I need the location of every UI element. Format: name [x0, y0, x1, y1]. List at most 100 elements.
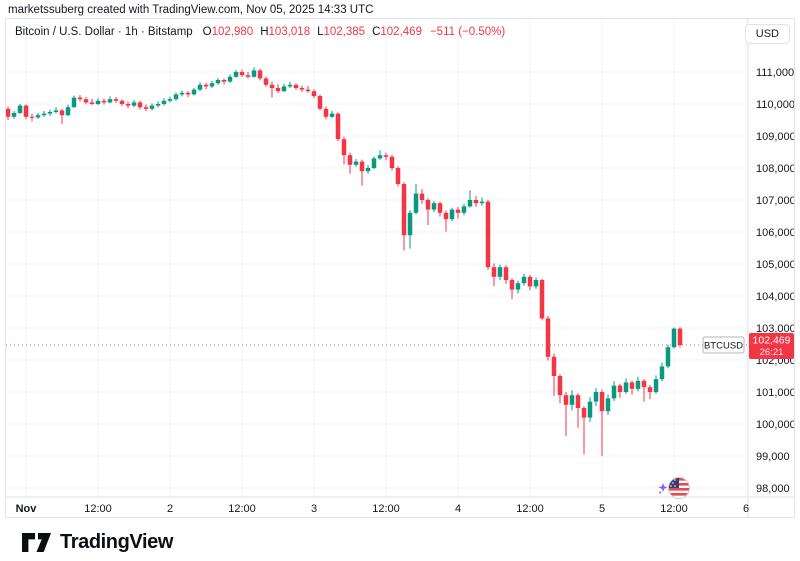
- tradingview-logo[interactable]: TradingView: [22, 531, 173, 554]
- candle: [359, 161, 365, 172]
- candle: [395, 168, 401, 184]
- tradingview-logo-text: TradingView: [60, 531, 174, 553]
- price-tick-label: 98,000: [756, 483, 790, 495]
- candle: [131, 102, 137, 106]
- candle: [71, 97, 77, 108]
- candle: [209, 83, 215, 87]
- candle: [41, 113, 47, 116]
- candle: [341, 139, 347, 156]
- candle: [107, 99, 113, 103]
- candle: [83, 99, 89, 103]
- candle: [515, 283, 521, 290]
- candle: [137, 102, 143, 108]
- symbol-legend[interactable]: Bitcoin / U.S. Dollar · 1h · Bitstamp O10…: [15, 26, 505, 38]
- high-label: H: [260, 26, 269, 38]
- candle: [167, 99, 173, 101]
- time-tick-label: 12:00: [516, 503, 544, 515]
- candle: [179, 92, 185, 95]
- candle: [653, 379, 659, 392]
- price-tick-label: 99,000: [756, 451, 790, 463]
- candle: [347, 155, 353, 165]
- price-axis-label[interactable]: 102,469 26:21: [749, 333, 794, 359]
- price-tick-label: 109,000: [756, 131, 794, 143]
- candle: [323, 108, 329, 117]
- candle: [23, 105, 29, 117]
- candle: [47, 112, 53, 114]
- time-tick-label: 2: [167, 503, 173, 515]
- candle: [287, 84, 293, 87]
- candle: [239, 72, 245, 76]
- symbol-title[interactable]: Bitcoin / U.S. Dollar · 1h · Bitstamp: [15, 26, 193, 38]
- low-value: 102,385: [323, 26, 366, 38]
- candle: [215, 80, 221, 84]
- price-tick-label: 108,000: [756, 163, 794, 175]
- last-price-text: 102,469: [753, 335, 791, 347]
- candle: [281, 86, 287, 92]
- candle: [443, 212, 449, 220]
- attribution-text: marketssuberg created with TradingView.c…: [8, 4, 374, 16]
- candle: [35, 115, 41, 118]
- candle: [17, 105, 23, 113]
- candle: [119, 100, 125, 104]
- candle: [293, 84, 299, 88]
- price-chart[interactable]: 111,000 110,000 109,000 108,000 107,000 106,0…: [6, 19, 794, 517]
- time-tick-label: 6: [743, 503, 749, 515]
- candle: [557, 376, 563, 396]
- candle: [467, 200, 473, 207]
- candle: [311, 91, 317, 96]
- time-tick-label: 12:00: [372, 503, 400, 515]
- candle: [77, 97, 83, 100]
- price-tick-label: 110,000: [756, 99, 794, 111]
- tradingview-logo-mark: [22, 533, 51, 552]
- candle: [449, 209, 455, 220]
- candle: [383, 155, 389, 157]
- candle: [365, 168, 371, 172]
- candle: [545, 318, 551, 357]
- candle: [503, 267, 509, 280]
- candle: [605, 398, 611, 412]
- candle: [479, 201, 485, 204]
- price-scale[interactable]: 111,000 110,000 109,000 108,000 107,000 106,0…: [756, 67, 794, 495]
- symbol-price-tag[interactable]: BTCUSD: [702, 336, 745, 354]
- time-scale[interactable]: Nov 12:00 2 12:00 3 12:00 4 12:00 5 12:00 6: [16, 503, 749, 515]
- candle: [563, 395, 569, 405]
- candle: [245, 75, 251, 77]
- candle: [125, 104, 131, 106]
- time-tick-label: 4: [455, 503, 461, 515]
- candle: [497, 267, 503, 277]
- candle: [221, 80, 227, 82]
- candle: [317, 96, 323, 109]
- candle: [593, 392, 599, 402]
- candle: [101, 100, 107, 103]
- currency-button[interactable]: USD: [744, 24, 790, 44]
- candle: [425, 200, 431, 210]
- candle: [611, 385, 617, 399]
- candle: [95, 100, 101, 104]
- candle: [65, 107, 71, 116]
- candle: [149, 105, 155, 109]
- candle: [377, 155, 383, 159]
- price-tick-label: 104,000: [756, 291, 794, 303]
- vertical-gridlines: [25, 19, 747, 497]
- candle: [659, 366, 665, 380]
- candle: [569, 395, 575, 405]
- candle: [413, 193, 419, 213]
- horizontal-gridlines: [6, 71, 748, 489]
- low-label: L: [317, 26, 324, 38]
- candle: [437, 203, 443, 213]
- time-tick-label: 3: [311, 503, 317, 515]
- candle: [623, 382, 629, 392]
- time-tick-label: 12:00: [84, 503, 112, 515]
- candle: [677, 328, 683, 345]
- candle: [275, 88, 281, 92]
- candle: [551, 356, 557, 376]
- price-tick-label: 107,000: [756, 195, 794, 207]
- candle: [641, 380, 647, 388]
- flag-sticker-icon: [658, 477, 690, 499]
- candle: [617, 385, 623, 392]
- price-tick-label: 103,000: [756, 323, 794, 335]
- candle: [251, 70, 257, 77]
- bar-countdown-text: 26:21: [760, 347, 784, 358]
- candle: [485, 201, 491, 268]
- candle: [587, 401, 593, 418]
